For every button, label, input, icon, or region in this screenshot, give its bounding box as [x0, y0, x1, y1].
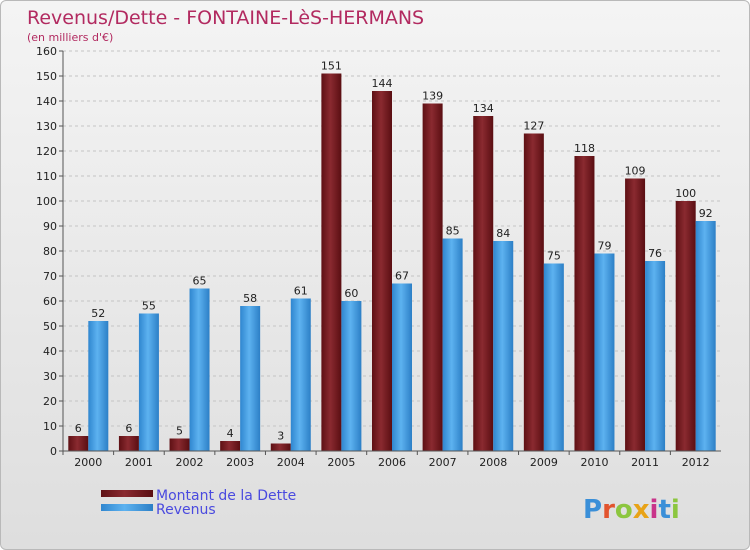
- proxiti-logo: Proxiti: [583, 495, 680, 525]
- value-label-debt: 139: [422, 90, 443, 103]
- bar-debt: [675, 201, 696, 451]
- value-label-revenue: 61: [294, 285, 308, 298]
- x-axis: 2000 2001 2002 2003 2004 2005 2006 2007 2008 2009…: [62, 450, 721, 469]
- value-label-revenue: 58: [243, 292, 257, 305]
- value-label-revenue: 92: [699, 207, 713, 220]
- y-tick-label: 130: [36, 120, 57, 133]
- y-tick-label: 10: [43, 420, 57, 433]
- y-tick-label: 150: [36, 70, 57, 83]
- x-tick-label: 2001: [125, 456, 153, 469]
- y-tick-label: 30: [43, 370, 57, 383]
- x-tick-label: 2009: [530, 456, 558, 469]
- value-label-debt: 127: [523, 120, 544, 133]
- value-label-debt: 3: [277, 430, 284, 443]
- legend-swatch-revenue: [101, 504, 153, 511]
- y-tick-label: 0: [50, 445, 57, 458]
- y-tick-label: 60: [43, 295, 57, 308]
- bar-revenue: [240, 306, 261, 451]
- y-tick-label: 110: [36, 170, 57, 183]
- bars: 6526555654583611516014467139851348412775…: [68, 60, 716, 451]
- bar-revenue: [645, 261, 666, 451]
- bar-revenue: [88, 321, 109, 451]
- bar-debt: [321, 73, 342, 451]
- value-label-debt: 5: [176, 425, 183, 438]
- value-label-debt: 151: [321, 60, 342, 73]
- value-label-revenue: 60: [344, 287, 358, 300]
- value-label-revenue: 76: [648, 247, 662, 260]
- x-tick-label: 2004: [277, 456, 305, 469]
- y-tick-label: 70: [43, 270, 57, 283]
- bar-revenue: [594, 253, 615, 451]
- bar-revenue: [543, 263, 564, 451]
- legend: Montant de la Dette Revenus: [101, 488, 296, 518]
- value-label-debt: 4: [227, 427, 234, 440]
- value-label-revenue: 84: [496, 227, 510, 240]
- bar-revenue: [392, 283, 412, 451]
- bar-revenue: [442, 238, 463, 451]
- legend-swatch-debt: [101, 490, 153, 497]
- bar-debt: [625, 178, 646, 451]
- bar-revenue: [290, 298, 311, 451]
- bar-revenue: [341, 301, 362, 451]
- legend-label-debt: Montant de la Dette: [156, 488, 296, 504]
- x-tick-label: 2011: [631, 456, 659, 469]
- bar-debt: [68, 436, 89, 451]
- bar-debt: [270, 443, 291, 451]
- value-label-revenue: 52: [91, 307, 105, 320]
- y-tick-label: 120: [36, 145, 57, 158]
- x-tick-label: 2007: [429, 456, 457, 469]
- value-label-revenue: 85: [446, 225, 460, 238]
- value-label-revenue: 65: [193, 275, 207, 288]
- logo-text: Proxiti: [583, 495, 680, 525]
- bar-revenue: [138, 313, 159, 451]
- x-tick-label: 2003: [226, 456, 254, 469]
- legend-label-revenue: Revenus: [156, 502, 216, 518]
- y-tick-label: 20: [43, 395, 57, 408]
- y-tick-label: 80: [43, 245, 57, 258]
- value-label-debt: 134: [473, 102, 494, 115]
- bar-debt: [473, 116, 494, 451]
- y-axis: 0 10 20 30 40 50 60 70 80 90 100 110 120 130 140 150 160: [36, 45, 64, 458]
- value-label-debt: 118: [574, 142, 595, 155]
- chart-subtitle: (en milliers d'€): [27, 31, 113, 44]
- bar-debt: [523, 133, 544, 451]
- bar-debt: [220, 441, 241, 451]
- bar-debt: [118, 436, 139, 451]
- bar-debt: [169, 438, 190, 451]
- value-label-debt: 6: [75, 422, 82, 435]
- bar-debt: [372, 91, 392, 451]
- y-tick-label: 40: [43, 345, 57, 358]
- value-label-revenue: 75: [547, 250, 561, 263]
- bar-revenue: [695, 221, 716, 451]
- y-tick-label: 50: [43, 320, 57, 333]
- chart-title: Revenus/Dette - FONTAINE-LèS-HERMANS: [27, 7, 424, 29]
- y-tick-label: 90: [43, 220, 57, 233]
- x-tick-label: 2008: [479, 456, 507, 469]
- value-label-debt: 6: [125, 422, 132, 435]
- y-tick-label: 160: [36, 45, 57, 58]
- bar-debt: [574, 156, 595, 451]
- x-tick-label: 2005: [327, 456, 355, 469]
- value-label-debt: 144: [372, 77, 393, 90]
- bar-debt: [422, 103, 443, 451]
- y-tick-label: 140: [36, 95, 57, 108]
- x-tick-label: 2006: [378, 456, 406, 469]
- x-tick-label: 2002: [176, 456, 204, 469]
- bar-revenue: [493, 241, 514, 451]
- x-tick-label: 2012: [682, 456, 710, 469]
- value-label-debt: 100: [675, 187, 696, 200]
- bar-revenue: [189, 288, 210, 451]
- value-label-revenue: 55: [142, 300, 156, 313]
- x-tick-label: 2010: [580, 456, 608, 469]
- x-tick-label: 2000: [74, 456, 102, 469]
- value-label-revenue: 67: [395, 270, 409, 283]
- value-label-debt: 109: [625, 165, 646, 178]
- y-tick-label: 100: [36, 195, 57, 208]
- value-label-revenue: 79: [597, 240, 611, 253]
